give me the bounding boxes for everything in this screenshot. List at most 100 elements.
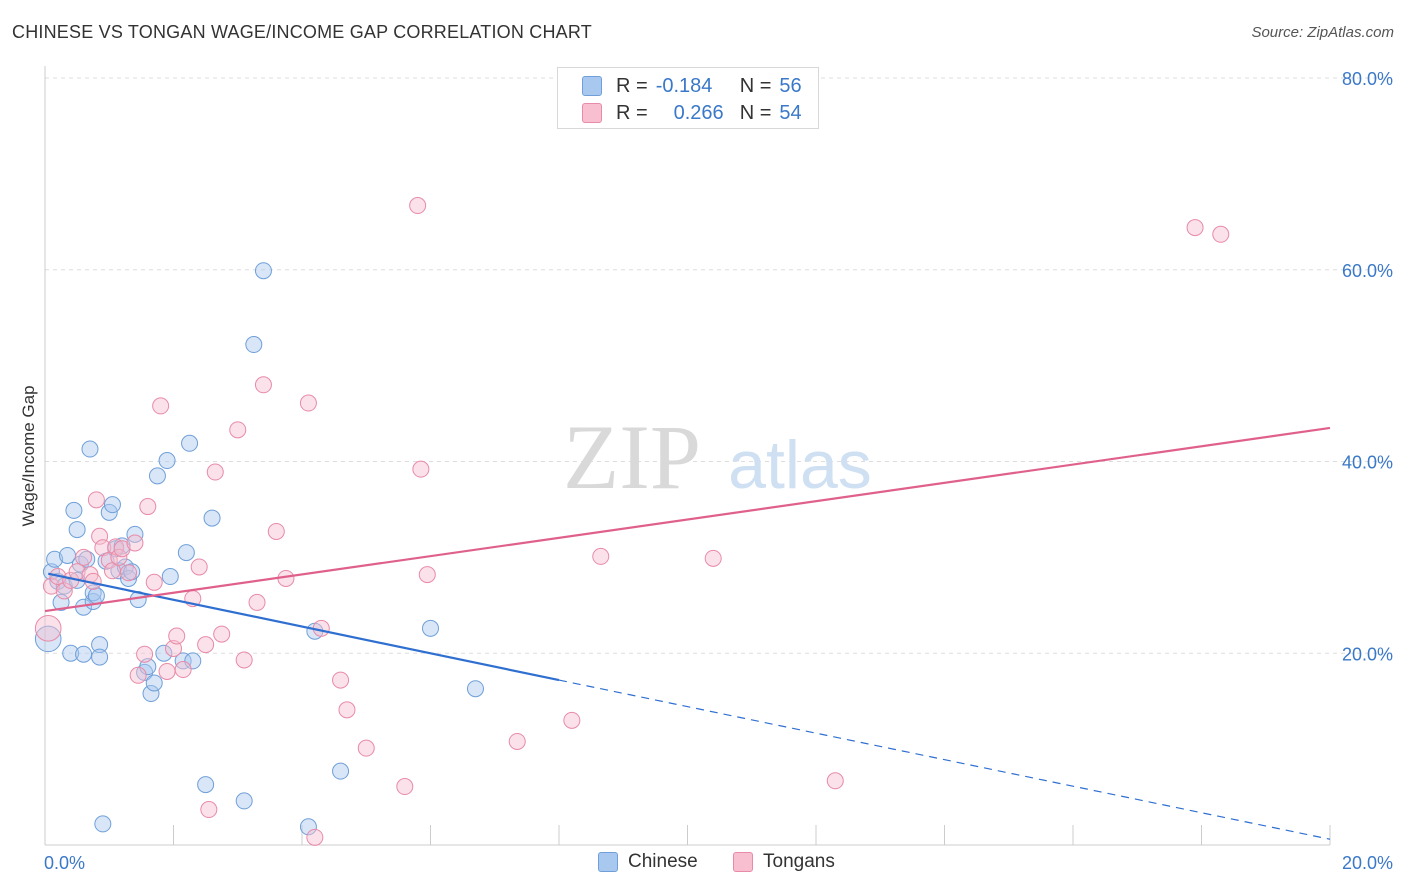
chinese-point-7 [62, 644, 80, 662]
chinese-point-42 [177, 544, 195, 562]
legend-item-chinese[interactable]: Chinese [598, 851, 698, 873]
tongans-point-23 [152, 397, 170, 415]
y-tick-label-40: 40.0% [1342, 453, 1393, 473]
r-value: -0.184 [655, 74, 713, 97]
legend-label-chinese: Chinese [628, 851, 698, 872]
tongans-point-37 [254, 376, 272, 394]
tick-labels: 20.0% 40.0% 60.0% 80.0% 0.0% 20.0% [44, 69, 1393, 873]
watermark-zip: ZIP [563, 406, 701, 508]
chinese-point-44 [184, 652, 202, 670]
grid-lines [45, 77, 1392, 654]
source-label: Source: ZipAtlas.com [1251, 24, 1394, 41]
tongans-point-53 [704, 549, 722, 567]
chinese-point-18 [87, 587, 105, 605]
legend-item-tongans[interactable]: Tongans [733, 851, 835, 873]
tongans-point-43 [332, 671, 350, 689]
tongans-point-50 [508, 732, 526, 750]
tongans-point-47 [409, 197, 427, 215]
tongans-point-6 [75, 548, 93, 566]
tongans-point-15 [110, 548, 128, 566]
chinese-point-41 [174, 652, 192, 670]
tongans-swatch [733, 852, 753, 872]
tongans-point-30 [197, 636, 215, 654]
chinese-trend-line [47, 572, 560, 682]
tongans-point-14 [107, 538, 125, 556]
r-label: R = [616, 74, 648, 97]
axes [44, 66, 1331, 846]
tongans-point-19 [129, 666, 147, 684]
tongans-point-41 [306, 828, 324, 846]
tongans-point-45 [357, 739, 375, 757]
chinese-point-45 [197, 776, 215, 794]
x-tick-label-20: 20.0% [1342, 853, 1393, 873]
chinese-point-50 [299, 818, 317, 836]
chart-title: CHINESE VS TONGAN WAGE/INCOME GAP CORREL… [12, 22, 592, 42]
chinese-point-20 [91, 648, 109, 666]
r-value: 0.266 [673, 101, 724, 124]
tongans-point-31 [200, 801, 218, 819]
series-tongans-points [34, 197, 1230, 846]
chinese-point-47 [235, 792, 253, 810]
tongans-point-34 [229, 421, 247, 439]
tongans-point-38 [267, 522, 285, 540]
correlation-legend: R = -0.184 N = 56 R = 0.266 N = 54 [557, 67, 819, 129]
n-value: 54 [779, 101, 802, 124]
watermark: ZIP atlas [563, 406, 872, 508]
tongans-point-22 [145, 573, 163, 591]
chinese-point-37 [148, 467, 166, 485]
tongans-trend-line [44, 426, 1331, 613]
chinese-swatch [598, 852, 618, 872]
n-label: N = [739, 101, 772, 124]
n-label: N = [739, 74, 772, 97]
chinese-point-38 [155, 644, 173, 662]
x-tick-label-0: 0.0% [44, 853, 85, 873]
chinese-point-54 [466, 680, 484, 698]
chinese-point-39 [158, 452, 176, 470]
tongans-swatch [582, 103, 602, 123]
chinese-point-46 [203, 509, 221, 527]
tongans-point-24 [158, 662, 176, 680]
tongans-point-49 [418, 566, 436, 584]
tongans-point-21 [139, 498, 157, 516]
legend-row-tongans: R = 0.266 N = 54 [582, 100, 802, 126]
tongans-point-54 [826, 772, 844, 790]
series-legend: Chinese Tongans [0, 851, 1406, 879]
y-tick-label-60: 60.0% [1342, 261, 1393, 281]
tongans-point-52 [592, 547, 610, 565]
chinese-trend-extension [558, 679, 1331, 840]
trend-lines [44, 426, 1331, 840]
tongans-point-25 [165, 639, 182, 657]
chinese-point-17 [84, 584, 102, 602]
tongans-point-35 [235, 651, 253, 669]
legend-row-chinese: R = -0.184 N = 56 [582, 73, 802, 99]
y-tick-label-80: 80.0% [1342, 69, 1393, 89]
chinese-point-49 [254, 262, 272, 280]
r-label: R = [616, 101, 648, 124]
tongans-point-33 [213, 625, 231, 643]
chinese-point-53 [422, 619, 439, 637]
tongans-point-27 [174, 661, 192, 679]
chinese-point-48 [245, 336, 263, 354]
chinese-point-24 [103, 496, 121, 514]
chinese-point-21 [94, 815, 112, 833]
tongans-point-48 [412, 460, 430, 478]
tongans-point-32 [206, 463, 224, 481]
tongans-point-40 [299, 394, 317, 412]
tongans-point-46 [396, 778, 414, 796]
tongans-point-56 [1212, 225, 1230, 243]
chinese-point-52 [332, 762, 350, 780]
chinese-point-10 [68, 521, 86, 539]
chinese-point-36 [145, 674, 163, 692]
chinese-point-12 [75, 645, 93, 663]
chinese-swatch [582, 76, 602, 96]
chinese-point-15 [81, 440, 99, 458]
chinese-point-43 [181, 434, 199, 452]
chinese-point-31 [126, 525, 144, 543]
chinese-point-2 [46, 550, 64, 568]
chinese-point-19 [91, 636, 109, 654]
tongans-point-9 [87, 491, 105, 509]
chinese-point-8 [65, 501, 83, 519]
tongans-point-3 [55, 582, 73, 600]
chinese-point-40 [161, 568, 179, 586]
